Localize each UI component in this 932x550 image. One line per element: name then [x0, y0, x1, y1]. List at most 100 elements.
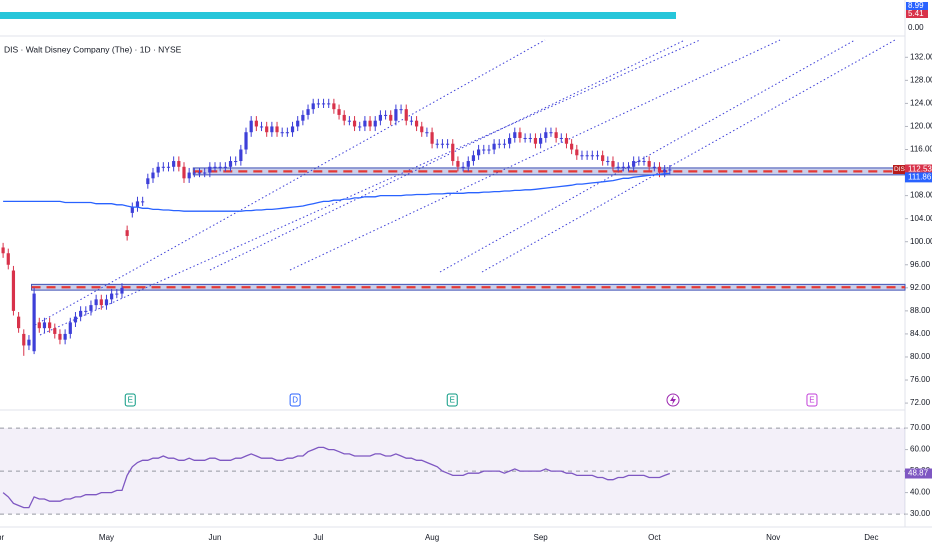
candle-body: [141, 201, 145, 203]
volume-axis-label: 8.99: [908, 1, 924, 10]
candle-body: [378, 114, 382, 121]
candle-body: [533, 137, 538, 144]
event-label: E: [450, 396, 455, 405]
candle-body: [249, 120, 253, 133]
candle-body: [68, 322, 72, 334]
candle-body: [223, 166, 227, 168]
candle-body: [316, 103, 320, 105]
ma-last-label: 111.86: [908, 172, 932, 181]
y-tick-label: 30.00: [910, 509, 931, 518]
candle-body: [414, 120, 419, 127]
candle-body: [177, 161, 181, 167]
candle-body: [89, 305, 93, 311]
candle-body: [6, 253, 10, 265]
candle-body: [254, 120, 258, 127]
candle-body: [497, 143, 501, 145]
candle-body: [606, 161, 610, 163]
y-tick-label: 128.00: [910, 75, 932, 84]
candle-body: [611, 161, 615, 167]
candle-body: [461, 166, 465, 168]
candle-body: [570, 143, 574, 150]
candle-body: [73, 316, 78, 323]
candle-body: [559, 137, 563, 139]
axis-label-box: [906, 10, 928, 18]
candle-body: [115, 293, 119, 295]
candle-body: [389, 114, 393, 121]
x-tick-label: Jun: [209, 533, 222, 542]
chart-title: DIS · Walt Disney Company (The) · 1D · N…: [4, 44, 182, 54]
x-tick-label: Oct: [648, 533, 661, 542]
candle-body: [508, 137, 512, 144]
candle-body: [48, 322, 52, 329]
y-tick-label: 72.00: [910, 398, 931, 407]
candle-body: [306, 109, 310, 115]
channel-line: [34, 39, 546, 326]
candle-body: [420, 126, 424, 133]
y-tick-label: 120.00: [910, 122, 932, 131]
candle-body: [363, 120, 367, 127]
candle-body: [63, 333, 67, 340]
event-label: E: [128, 396, 133, 405]
candle-body: [1, 247, 5, 254]
candle-body: [203, 172, 207, 174]
event-marker: [124, 393, 136, 407]
candle-body: [146, 178, 150, 185]
candle-body: [409, 120, 414, 122]
candle-body: [668, 169, 672, 171]
axis-label-box: [906, 2, 928, 10]
candle-body: [626, 166, 631, 168]
candle-body: [187, 172, 191, 179]
candle-body: [197, 172, 202, 174]
candle-body: [585, 155, 589, 157]
event-label: D: [292, 396, 298, 405]
candle-body: [161, 166, 165, 168]
x-tick-label: Nov: [766, 533, 780, 542]
dividend-icon: [666, 393, 680, 407]
y-tick-label: 92.00: [910, 283, 931, 292]
candle-body: [352, 120, 357, 127]
candle-body: [22, 333, 26, 346]
price-label-box: [905, 172, 932, 183]
event-marker: [446, 393, 458, 407]
candle-body: [27, 339, 31, 346]
candle-body: [11, 270, 16, 311]
candle-body: [595, 155, 600, 157]
candle-body: [373, 120, 377, 127]
candle-body: [182, 166, 186, 179]
candle-body: [368, 120, 372, 127]
candle-body: [166, 166, 171, 168]
candle-body: [84, 310, 88, 312]
y-tick-label: 100.00: [910, 237, 932, 246]
event-label: E: [809, 396, 814, 405]
candle-body: [151, 172, 155, 179]
candle-body: [523, 137, 527, 139]
candle-body: [632, 161, 636, 167]
candle-body: [539, 137, 543, 144]
moving-average: [3, 172, 670, 212]
candle-body: [259, 126, 264, 128]
candle-body: [616, 166, 620, 168]
candle-body: [657, 166, 662, 173]
candle-body: [518, 132, 522, 138]
candle-body: [435, 143, 439, 145]
candle-body: [487, 149, 491, 151]
candle-body: [652, 166, 656, 168]
candle-body: [663, 169, 667, 173]
candle-body: [296, 120, 300, 127]
price-label-box: [905, 164, 932, 175]
candle-body: [601, 155, 605, 162]
candle-body: [554, 132, 558, 138]
y-tick-label: 76.00: [910, 375, 931, 384]
candle-body: [492, 143, 496, 150]
candle-body: [399, 109, 403, 111]
x-tick-label: Jul: [313, 533, 323, 542]
candle-body: [213, 166, 217, 168]
candle-body: [451, 143, 455, 162]
volume-axis-label: 5.41: [908, 9, 924, 18]
candle-body: [239, 149, 243, 162]
candle-body: [466, 161, 470, 167]
candle-body: [156, 166, 160, 173]
candle-body: [342, 114, 346, 121]
lightning-icon: [670, 395, 676, 405]
x-tick-label: May: [99, 533, 114, 542]
